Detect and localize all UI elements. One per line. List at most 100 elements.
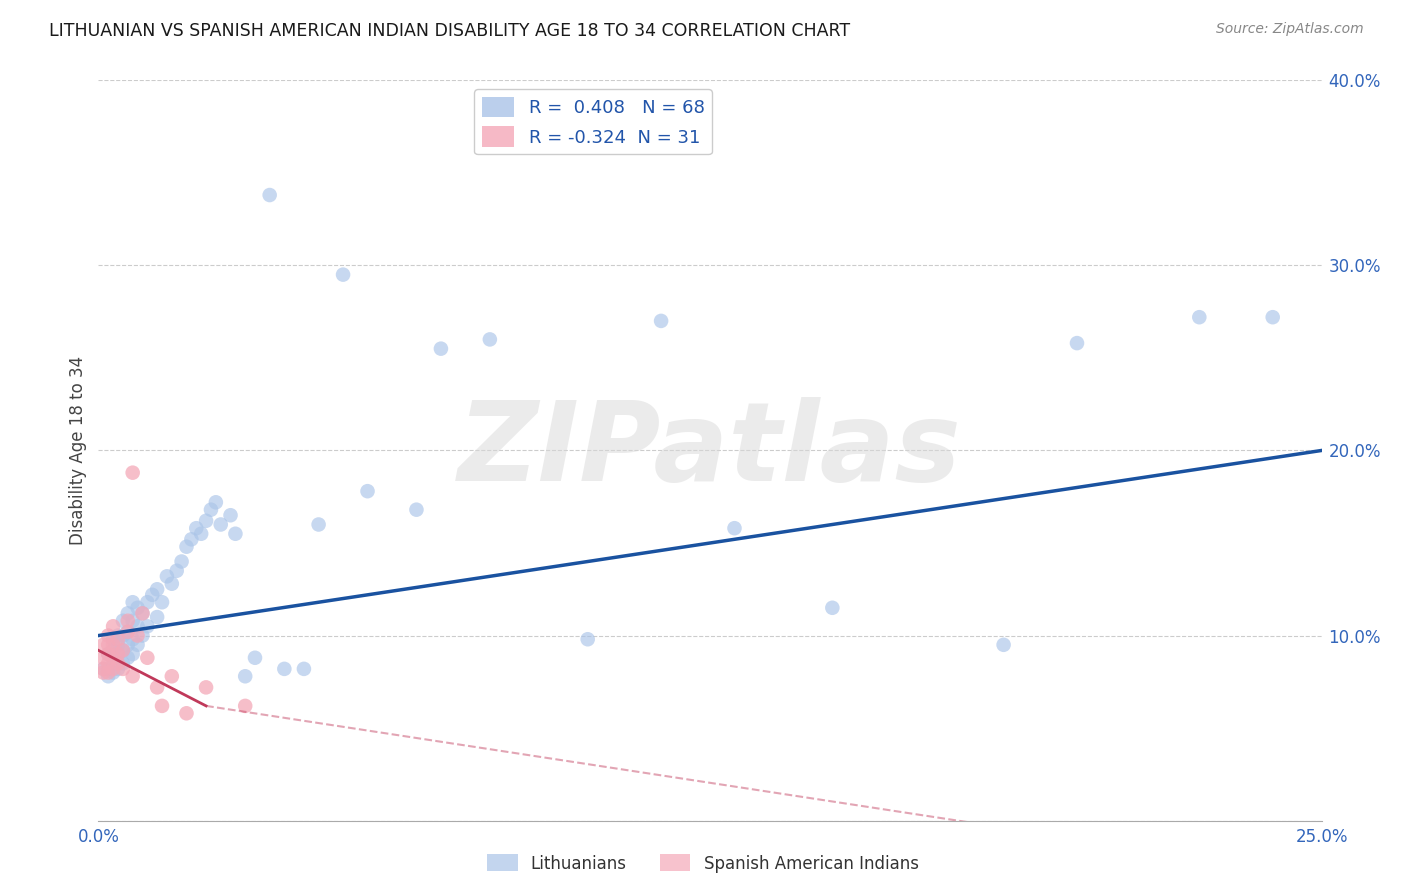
Point (259, 188, 281, 202)
Point (117, 624, 139, 639)
Point (1188, 310, 1211, 325)
Point (121, 632, 143, 647)
Point (576, 632, 599, 647)
Point (1066, 336, 1088, 351)
Point (91, 662, 114, 676)
Point (97, 647, 120, 661)
Point (131, 628, 153, 642)
Point (200, 502, 222, 516)
Point (111, 643, 134, 657)
Point (146, 582, 169, 597)
Legend: R =  0.408   N = 68, R = -0.324  N = 31: R = 0.408 N = 68, R = -0.324 N = 31 (474, 89, 711, 154)
Point (91, 638, 114, 652)
Text: Source: ZipAtlas.com: Source: ZipAtlas.com (1216, 22, 1364, 37)
Point (127, 638, 149, 652)
Point (107, 647, 129, 661)
Point (111, 662, 134, 676)
Point (150, 595, 173, 609)
Point (117, 607, 139, 621)
Point (136, 619, 159, 633)
Point (160, 576, 183, 591)
Point (121, 647, 143, 661)
Point (101, 619, 124, 633)
Point (156, 569, 179, 583)
Point (111, 628, 134, 642)
Point (97, 638, 120, 652)
Point (107, 662, 129, 676)
Point (405, 502, 427, 516)
Point (186, 521, 208, 535)
Point (121, 595, 143, 609)
Point (111, 657, 134, 671)
Point (205, 495, 228, 509)
Text: ZIPatlas: ZIPatlas (458, 397, 962, 504)
Point (166, 564, 188, 578)
Point (117, 614, 139, 628)
Point (650, 314, 672, 328)
Point (97, 665, 120, 680)
Point (1261, 310, 1284, 325)
Point (121, 614, 143, 628)
Point (190, 526, 212, 541)
Point (209, 517, 232, 532)
Point (821, 600, 844, 615)
Point (101, 650, 124, 665)
Point (478, 332, 501, 346)
Point (127, 628, 149, 642)
Point (993, 638, 1015, 652)
Point (292, 662, 315, 676)
Point (146, 681, 169, 695)
Point (121, 669, 143, 683)
Point (97, 669, 120, 683)
Point (121, 466, 143, 480)
Point (131, 607, 153, 621)
Point (332, 268, 354, 282)
Point (101, 662, 124, 676)
Point (233, 669, 256, 683)
Point (308, 517, 330, 532)
Point (101, 650, 124, 665)
Point (723, 521, 745, 535)
Point (107, 638, 129, 652)
Point (91, 650, 114, 665)
Point (430, 342, 453, 356)
Point (101, 638, 124, 652)
Point (146, 610, 169, 624)
Point (170, 554, 193, 569)
Point (180, 533, 202, 547)
Point (117, 650, 139, 665)
Point (195, 681, 218, 695)
Point (233, 698, 256, 713)
Point (273, 662, 295, 676)
Text: LITHUANIAN VS SPANISH AMERICAN INDIAN DISABILITY AGE 18 TO 34 CORRELATION CHART: LITHUANIAN VS SPANISH AMERICAN INDIAN DI… (49, 22, 851, 40)
Point (107, 647, 129, 661)
Point (107, 657, 129, 671)
Point (243, 650, 266, 665)
Point (91, 662, 114, 676)
Point (219, 508, 242, 523)
Point (127, 600, 149, 615)
Point (101, 665, 124, 680)
Point (127, 619, 149, 633)
Point (97, 647, 120, 661)
Point (176, 706, 198, 721)
Point (136, 595, 159, 609)
Point (111, 614, 134, 628)
Point (117, 638, 139, 652)
Point (131, 607, 153, 621)
Point (101, 643, 124, 657)
Point (176, 540, 198, 554)
Y-axis label: Disability Age 18 to 34: Disability Age 18 to 34 (69, 356, 87, 545)
Point (107, 628, 129, 642)
Point (160, 669, 183, 683)
Point (141, 588, 163, 602)
Point (136, 650, 159, 665)
Point (97, 628, 120, 642)
Point (117, 624, 139, 639)
Point (224, 526, 246, 541)
Legend: Lithuanians, Spanish American Indians: Lithuanians, Spanish American Indians (481, 847, 925, 880)
Point (101, 632, 124, 647)
Point (91, 665, 114, 680)
Point (195, 514, 218, 528)
Point (107, 632, 129, 647)
